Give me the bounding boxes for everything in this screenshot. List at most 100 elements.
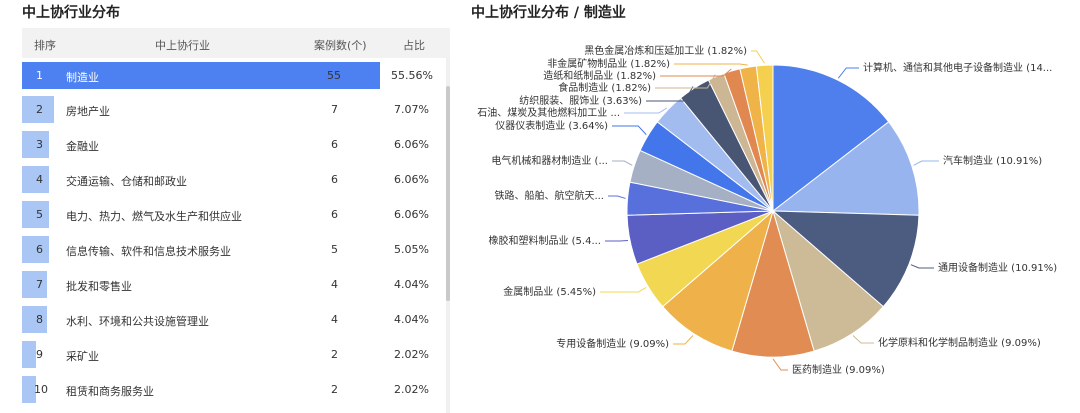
- pie-slice-label: 专用设备制造业 (9.09%): [556, 337, 669, 350]
- pie-slice[interactable]: [772, 209, 885, 352]
- header-rank[interactable]: 排序: [34, 39, 56, 52]
- rank-bar: [22, 96, 54, 123]
- industry-table: 排序 中上协行业 案例数(个) 占比 1 制造业 55 55.56% 2 房地产…: [22, 28, 450, 413]
- cell-count: 2: [331, 383, 338, 396]
- header-industry[interactable]: 中上协行业: [155, 39, 210, 52]
- cell-industry: 采矿业: [66, 350, 99, 363]
- pie-leader-line: [674, 63, 748, 66]
- pie-slice[interactable]: [731, 209, 815, 358]
- table-row[interactable]: 9 采矿业 2 2.02%: [22, 337, 446, 372]
- pie-leader-line: [673, 335, 694, 345]
- table-row[interactable]: 3 金融业 6 6.06%: [22, 127, 446, 162]
- rank-bar: [22, 236, 49, 263]
- cell-count: 4: [331, 313, 338, 326]
- pie-slices: [626, 64, 920, 358]
- cell-ratio: 6.06%: [394, 173, 429, 186]
- table-scrollbar[interactable]: [446, 58, 450, 413]
- pie-leader-line: [772, 358, 788, 371]
- cell-ratio: 4.04%: [394, 278, 429, 291]
- cell-rank: 2: [36, 103, 43, 116]
- cell-industry: 批发和零售业: [66, 280, 132, 293]
- table-header: 排序 中上协行业 案例数(个) 占比: [22, 28, 450, 58]
- cell-ratio: 7.07%: [394, 103, 429, 116]
- table-row[interactable]: 1 制造业 55 55.56%: [22, 58, 446, 93]
- rank-bar: [22, 201, 49, 228]
- pie-slice[interactable]: [755, 64, 774, 212]
- cell-industry: 制造业: [66, 71, 99, 84]
- rank-bar: [22, 166, 49, 193]
- cell-industry: 房地产业: [66, 105, 110, 118]
- table-row[interactable]: 2 房地产业 7 7.07%: [22, 92, 446, 127]
- cell-rank: 4: [36, 173, 43, 186]
- pie-slice-label: 黑色金属冶炼和压延加工业 (1.82%): [584, 44, 747, 57]
- table-row[interactable]: 7 批发和零售业 4 4.04%: [22, 267, 446, 302]
- cell-industry: 水利、环境和公共设施管理业: [66, 315, 209, 328]
- pie-leader-line: [837, 67, 859, 79]
- cell-count: 5: [331, 243, 338, 256]
- rank-bar: [22, 271, 47, 298]
- cell-rank: 9: [36, 348, 43, 361]
- cell-count: 4: [331, 278, 338, 291]
- pie-slice-label: 食品制造业 (1.82%): [558, 81, 651, 94]
- scrollbar-thumb[interactable]: [446, 86, 450, 301]
- header-ratio[interactable]: 占比: [403, 39, 425, 52]
- pie-leader-line: [751, 50, 765, 64]
- pie-slice-label: 通用设备制造业 (10.91%): [938, 261, 1057, 274]
- pie-slice-label: 仪器仪表制造业 (3.64%): [495, 119, 608, 132]
- cell-count: 55: [327, 69, 341, 82]
- table-row[interactable]: 4 交通运输、仓储和邮政业 6 6.06%: [22, 162, 446, 197]
- pie-slice-label: 电气机械和器材制造业 (...: [491, 154, 608, 167]
- pie-leader-line: [655, 74, 716, 89]
- table-title: 中上协行业分布: [22, 5, 120, 21]
- cell-industry: 交通运输、仓储和邮政业: [66, 175, 187, 188]
- cell-ratio: 2.02%: [394, 383, 429, 396]
- pie-leader-line: [852, 335, 874, 344]
- chart-title: 中上协行业分布 / 制造业: [471, 5, 626, 21]
- cell-industry: 租赁和商务服务业: [66, 385, 154, 398]
- pie-leader-line: [612, 160, 633, 166]
- cell-ratio: 55.56%: [391, 69, 433, 82]
- pie-leader-line: [608, 195, 626, 199]
- rank-bar: [22, 131, 49, 158]
- cell-rank: 6: [36, 243, 43, 256]
- pie-slice[interactable]: [771, 121, 920, 216]
- pie-slice[interactable]: [771, 210, 920, 308]
- cell-ratio: 2.02%: [394, 348, 429, 361]
- pie-leader-lines: [600, 50, 939, 371]
- table-row[interactable]: 5 电力、热力、燃气及水生产和供应业 6 6.06%: [22, 197, 446, 232]
- pie-slice-label: 化学原料和化学制品制造业 (9.09%): [878, 336, 1041, 349]
- cell-ratio: 4.04%: [394, 313, 429, 326]
- pie-leader-line: [660, 68, 732, 77]
- cell-count: 6: [331, 208, 338, 221]
- rank-bar: [22, 306, 47, 333]
- table-row[interactable]: 10 租赁和商务服务业 2 2.02%: [22, 372, 446, 407]
- cell-ratio: 5.05%: [394, 243, 429, 256]
- rank-bar: [22, 341, 36, 368]
- table-row[interactable]: 8 水利、环境和公共设施管理业 4 4.04%: [22, 302, 446, 337]
- pie-slice[interactable]: [661, 209, 774, 352]
- pie-leader-line: [913, 160, 939, 166]
- cell-industry: 信息传输、软件和信息技术服务业: [66, 245, 231, 258]
- cell-count: 6: [331, 173, 338, 186]
- pie-leader-line: [605, 239, 628, 242]
- table-row[interactable]: 6 信息传输、软件和信息技术服务业 5 5.05%: [22, 232, 446, 267]
- rank-bar: [22, 376, 36, 403]
- header-count[interactable]: 案例数(个): [314, 39, 367, 52]
- cell-count: 6: [331, 138, 338, 151]
- pie-leader-line: [910, 264, 934, 269]
- cell-ratio: 6.06%: [394, 138, 429, 151]
- rank-bar: [22, 62, 380, 89]
- pie-chart: 计算机、通信和其他电子设备制造业 (14... 汽车制造业 (10.91%) 通用设…: [477, 44, 1057, 376]
- pie-slice-label: 橡胶和塑料制品业 (5.4...: [488, 234, 601, 247]
- cell-rank: 8: [36, 313, 43, 326]
- pie-slice[interactable]: [772, 64, 890, 213]
- cell-rank: 3: [36, 138, 43, 151]
- pie-leader-line: [624, 107, 668, 114]
- pie-slice-label: 汽车制造业 (10.91%): [943, 154, 1042, 167]
- cell-ratio: 6.06%: [394, 208, 429, 221]
- cell-industry: 金融业: [66, 140, 99, 153]
- cell-count: 7: [331, 103, 338, 116]
- pie-slice-label: 石油、煤炭及其他燃料加工业 ...: [477, 106, 620, 119]
- cell-rank: 7: [36, 278, 43, 291]
- pie-labels: 计算机、通信和其他电子设备制造业 (14... 汽车制造业 (10.91%) 通用设…: [477, 44, 1057, 376]
